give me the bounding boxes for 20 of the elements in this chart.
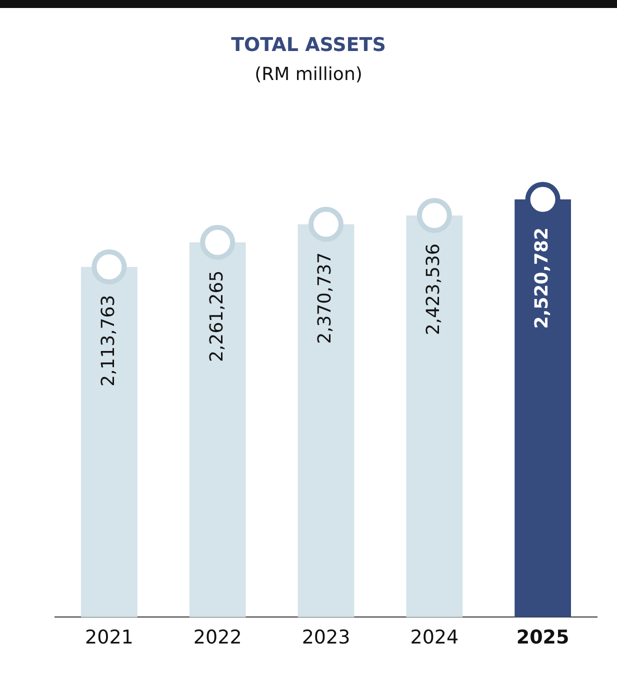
x-tick-label: 2022	[193, 626, 242, 649]
x-tick-label: 2024	[410, 626, 459, 649]
point	[200, 224, 236, 260]
bar	[406, 216, 463, 618]
data-label: 2,520,782	[531, 227, 552, 329]
data-label: 2,423,536	[423, 244, 444, 336]
x-tick-label: 2021	[85, 626, 134, 649]
data-label: 2,113,763	[98, 294, 119, 386]
bar	[189, 242, 246, 618]
chart-title: TOTAL ASSETS	[230, 34, 387, 56]
data-label: 2,261,265	[206, 270, 228, 362]
point	[92, 249, 127, 284]
chart-subtitle: (RM million)	[254, 64, 364, 85]
point	[416, 198, 452, 234]
data-label: 2,370,737	[314, 252, 336, 344]
bar	[298, 224, 354, 618]
x-tick-label: 2023	[302, 626, 350, 649]
bar	[81, 266, 138, 618]
x-tick-label: 2025	[516, 626, 570, 649]
point	[308, 206, 344, 242]
